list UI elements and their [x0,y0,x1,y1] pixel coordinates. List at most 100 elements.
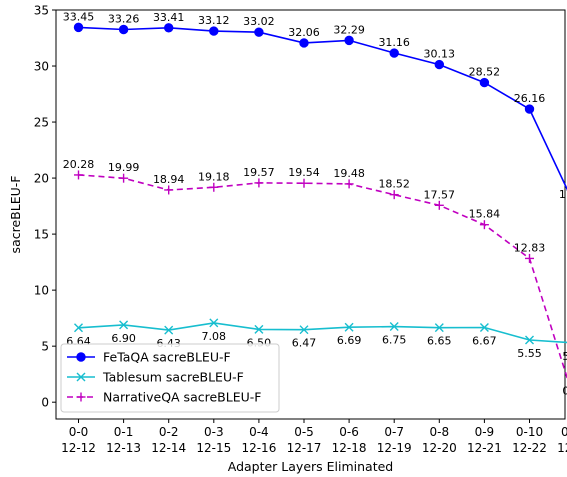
data-point [209,26,219,36]
x-tick-label: 0-11 [561,425,567,439]
legend-label: Tablesum sacreBLEU-F [102,370,244,385]
data-point [118,24,129,35]
x-tick-label: 12-20 [422,441,457,455]
data-label: 33.12 [198,14,230,27]
data-label: 6.75 [382,334,407,347]
x-tick-label: 12-22 [512,441,547,455]
data-label: 5.55 [517,347,542,360]
data-point [344,322,354,332]
data-point [119,173,129,183]
data-label: 15.84 [469,208,501,221]
data-point [164,23,174,33]
data-point [209,318,219,328]
data-label: 6.65 [427,335,452,348]
data-point [479,77,490,88]
data-point [76,352,86,362]
x-axis-title: Adapter Layers Eliminated [228,459,394,474]
y-tick-label: 35 [34,4,49,18]
marker-stroke [254,324,264,334]
data-point [389,322,399,332]
legend-entry: FeTaQA sacreBLEU-F [67,350,231,365]
legend-entry: NarrativeQA sacreBLEU-F [67,390,261,405]
data-label: 6.69 [337,334,362,347]
data-label: 19.99 [108,161,140,174]
data-point [119,320,129,330]
x-tick-label: 12-15 [196,441,231,455]
data-label: 32.06 [288,26,320,39]
marker-stroke [525,335,534,345]
data-point [389,190,399,200]
data-point [434,323,444,333]
legend-label: FeTaQA sacreBLEU-F [103,350,231,365]
marker-stroke [389,322,399,332]
data-label: 6.47 [292,337,317,350]
y-axis: 0 5 10 15 20 25 30 35 [34,4,56,410]
series-tablesum [74,318,567,345]
data-point [479,322,489,332]
x-tick-label: 12-14 [151,441,186,455]
y-tick-label: 25 [34,116,49,130]
x-tick-label: 12-13 [106,441,141,455]
data-point [76,392,86,402]
y-tick-label: 5 [41,340,49,354]
data-point [525,253,534,263]
marker-stroke [434,323,444,333]
x-tick-label: 12-21 [467,441,502,455]
data-label: 28.52 [469,66,501,79]
x-tick-label: 0-2 [159,425,179,439]
series-fetaqa [73,22,567,191]
y-tick-label: 30 [34,60,49,74]
data-point [209,182,219,192]
data-point [434,59,444,70]
data-label: 19.18 [198,170,230,183]
series-layer [73,22,567,380]
data-label: 33.02 [243,15,275,28]
data-point [299,178,309,188]
data-point [254,178,264,188]
series-line [78,174,567,380]
marker-stroke [209,318,219,328]
x-tick-label: 0-5 [294,425,314,439]
series-line [78,322,567,344]
marker-stroke [344,322,354,332]
data-point [299,38,309,48]
series-narrativeqa [74,170,567,380]
x-tick-label: 12-12 [61,441,96,455]
x-tick-label: 0-6 [339,425,359,439]
legend-box [60,343,280,413]
y-tick-label: 10 [34,284,49,298]
data-label: 5.29 [562,350,567,363]
x-tick-label: 12-18 [332,441,367,455]
data-point [299,325,309,335]
y-tick-label: 20 [34,172,49,186]
data-label: 12.83 [514,241,546,254]
data-point [164,185,174,195]
marker-stroke [164,325,174,335]
data-label: 19.54 [288,166,320,179]
data-label: 20.28 [63,158,95,171]
x-axis: 0-0 12-12 0-1 12-13 0-2 12-14 0-3 12-15 0-4 12-16… [61,419,567,455]
data-label: 18.52 [378,178,410,191]
marker-stroke [299,325,309,335]
x-tick-label: 12-17 [287,441,322,455]
data-label: 6.67 [472,334,497,347]
series-line [78,26,567,191]
data-label: 31.16 [378,36,410,49]
data-label: 17.57 [424,188,456,201]
data-label: 17.59 [559,188,567,201]
x-tick-label: 0-4 [249,425,269,439]
legend-label: NarrativeQA sacreBLEU-F [103,390,261,405]
data-point [254,324,264,334]
y-axis-title: sacreBLEU-F [8,176,23,254]
data-point [74,323,83,333]
data-point [524,104,535,114]
data-label: 30.13 [424,48,456,61]
marker-stroke [76,372,86,382]
data-point [479,220,489,230]
data-point [76,372,86,382]
data-label: 33.26 [108,12,140,25]
x-tick-label: 0-0 [69,425,89,439]
x-tick-label: 0-7 [384,425,404,439]
marker-stroke [479,322,489,332]
